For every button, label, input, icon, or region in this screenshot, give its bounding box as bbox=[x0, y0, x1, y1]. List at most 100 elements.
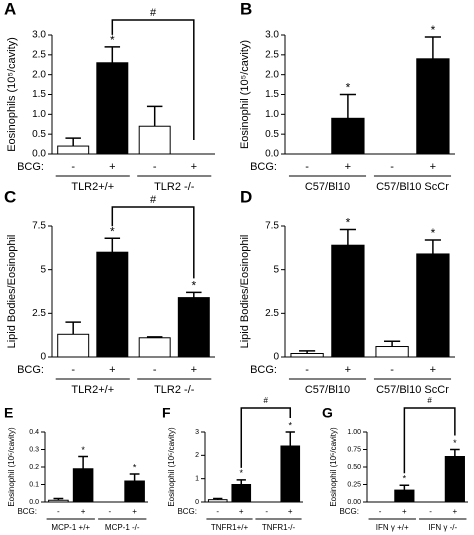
x-tick-label: - bbox=[153, 161, 157, 173]
error-bar bbox=[236, 479, 246, 485]
y-tick-label: 1.5 bbox=[265, 89, 279, 100]
error-bar bbox=[129, 473, 140, 481]
significance-marker: * bbox=[453, 438, 457, 448]
significance-marker: * bbox=[110, 33, 115, 47]
y-axis-label: Eosinophil (10⁵/cavity) bbox=[329, 427, 338, 507]
y-tick-label: 0.75 bbox=[347, 446, 361, 453]
x-tick-label: + bbox=[239, 507, 244, 516]
significance-marker: * bbox=[403, 474, 407, 484]
y-tick-label: 0.00 bbox=[347, 499, 361, 506]
significance-bracket bbox=[403, 407, 456, 474]
y-tick-label: 3 bbox=[195, 429, 199, 436]
error-bar bbox=[78, 455, 89, 469]
x-tick-label: + bbox=[402, 507, 407, 516]
y-axis-label: Eosinophils (10⁵/cavity) bbox=[6, 37, 18, 152]
bar bbox=[444, 456, 465, 503]
treatment-label: BCG: bbox=[250, 161, 277, 173]
treatment-label: BCG: bbox=[177, 507, 197, 516]
group-label: TNFR1-/- bbox=[262, 523, 296, 532]
significance-bracket bbox=[240, 407, 292, 468]
error-bar bbox=[450, 448, 460, 457]
significance-marker: * bbox=[289, 420, 293, 430]
error-bar bbox=[65, 321, 81, 335]
x-tick-label: + bbox=[191, 161, 197, 173]
bar bbox=[394, 489, 415, 503]
error-bar bbox=[299, 350, 316, 354]
y-tick-label: 0.4 bbox=[29, 429, 39, 436]
bar bbox=[48, 499, 69, 503]
y-tick-label: 0.1 bbox=[29, 481, 39, 488]
group-label: IFN γ -/- bbox=[428, 523, 457, 532]
y-tick-label: 2.0 bbox=[265, 69, 279, 80]
error-bar bbox=[399, 484, 410, 491]
group-label: MCP-1 -/- bbox=[105, 523, 140, 532]
bar bbox=[72, 468, 94, 503]
bar bbox=[96, 251, 129, 358]
error-bar bbox=[384, 340, 401, 347]
y-tick-label: 3.0 bbox=[265, 30, 279, 41]
x-tick-label: - bbox=[265, 507, 268, 516]
x-tick-label: - bbox=[390, 161, 394, 173]
bar bbox=[416, 58, 450, 155]
y-tick-label: 0.0 bbox=[29, 499, 39, 506]
y-tick-label: 3.0 bbox=[32, 30, 46, 41]
y-axis-label: Lipid Bodies/Eosinophil bbox=[6, 235, 18, 349]
x-tick-label: - bbox=[153, 364, 157, 376]
y-tick-label: 0.5 bbox=[32, 129, 46, 140]
significance-bracket bbox=[111, 206, 195, 279]
y-tick-label: 2.5 bbox=[32, 49, 46, 60]
bar bbox=[207, 499, 228, 503]
treatment-label: BCG: bbox=[17, 161, 44, 173]
significance-marker: * bbox=[431, 226, 436, 240]
error-bar bbox=[65, 137, 81, 147]
bar bbox=[280, 445, 301, 503]
x-tick-label: - bbox=[429, 507, 432, 516]
group-label: TLR2 -/- bbox=[154, 384, 195, 396]
x-tick-label: + bbox=[288, 507, 293, 516]
error-bar bbox=[53, 497, 64, 501]
error-bar bbox=[424, 36, 441, 59]
error-bar bbox=[339, 228, 356, 246]
y-tick-label: 0.0 bbox=[32, 149, 46, 160]
x-tick-label: + bbox=[191, 364, 197, 376]
significance-marker: * bbox=[81, 445, 85, 455]
significance-marker: * bbox=[191, 279, 196, 293]
group-label: IFN γ +/+ bbox=[376, 523, 409, 532]
x-tick-label: - bbox=[379, 507, 382, 516]
x-tick-label: - bbox=[390, 364, 394, 376]
error-bar bbox=[146, 105, 163, 127]
group-label: C57/Bl10 ScCr bbox=[376, 384, 449, 396]
bar bbox=[331, 117, 365, 155]
group-label: C57/Bl10 bbox=[305, 181, 350, 193]
significance-marker: # bbox=[264, 396, 269, 405]
x-tick-label: + bbox=[430, 161, 436, 173]
error-bar bbox=[213, 497, 223, 500]
error-bar bbox=[104, 46, 121, 63]
significance-marker: # bbox=[427, 396, 432, 405]
y-tick-label: 7.5 bbox=[32, 221, 46, 232]
error-bar bbox=[104, 237, 121, 253]
y-tick-label: 2.5 bbox=[265, 49, 279, 60]
bar bbox=[138, 125, 171, 155]
panel-label: A bbox=[4, 0, 16, 18]
bar bbox=[96, 62, 129, 155]
x-tick-label: + bbox=[453, 507, 458, 516]
x-tick-label: - bbox=[216, 507, 219, 516]
y-tick-label: 1.0 bbox=[32, 109, 46, 120]
y-tick-label: 2.5 bbox=[265, 308, 279, 319]
x-tick-label: - bbox=[305, 364, 309, 376]
x-tick-label: + bbox=[132, 507, 137, 516]
y-tick-label: 0 bbox=[273, 352, 279, 363]
y-tick-label: 1.5 bbox=[32, 89, 46, 100]
error-bar bbox=[339, 93, 356, 119]
y-axis-label: Eosinophil (10⁵/cavity) bbox=[7, 427, 16, 507]
significance-marker: # bbox=[150, 7, 157, 19]
bar bbox=[416, 253, 450, 358]
significance-marker: * bbox=[133, 462, 137, 472]
group-label: TNFR1+/+ bbox=[211, 523, 249, 532]
significance-bracket bbox=[111, 19, 195, 140]
significance-marker: * bbox=[346, 216, 351, 230]
y-tick-label: 1 bbox=[195, 476, 199, 483]
y-tick-label: 0.0 bbox=[265, 149, 279, 160]
error-bar bbox=[285, 431, 295, 446]
